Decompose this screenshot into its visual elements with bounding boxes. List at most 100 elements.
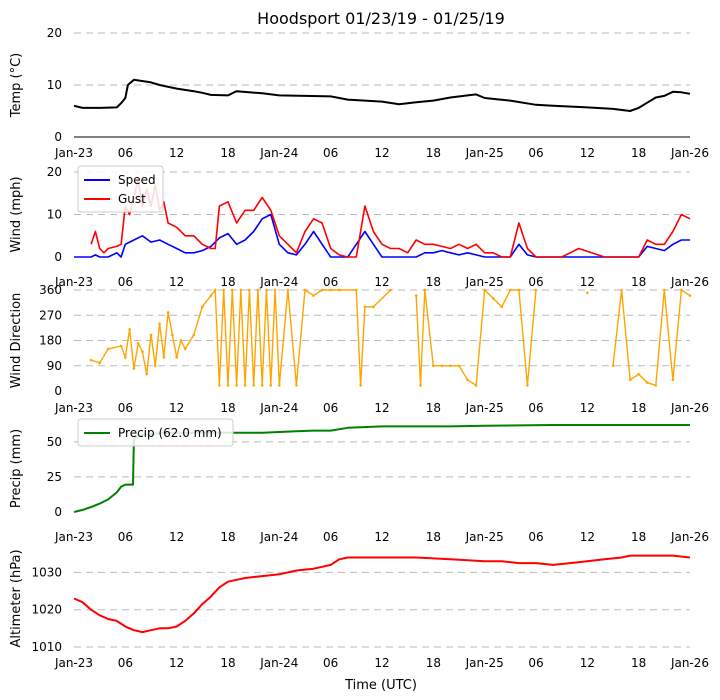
data-point <box>260 384 264 387</box>
x-tick-label: 12 <box>374 146 389 160</box>
data-point <box>153 364 157 368</box>
data-point <box>256 288 260 292</box>
data-point <box>218 384 221 387</box>
data-point <box>213 288 217 292</box>
x-tick-label: 06 <box>323 530 338 544</box>
series-line-wind-0 <box>74 213 690 258</box>
data-point <box>355 288 358 292</box>
data-point <box>628 378 632 382</box>
data-point <box>517 288 521 292</box>
x-tick-label: Jan-26 <box>670 146 709 160</box>
data-point <box>209 294 213 297</box>
data-point <box>611 364 615 368</box>
x-tick-label: 06 <box>118 656 133 670</box>
x-tick-label: 06 <box>323 275 338 289</box>
data-point <box>372 305 375 309</box>
x-tick-label: 06 <box>528 275 543 289</box>
x-tick-label: 06 <box>528 401 543 415</box>
x-tick-label: Jan-23 <box>54 401 93 415</box>
data-point <box>265 288 268 292</box>
data-point <box>286 288 290 292</box>
data-point <box>145 372 149 376</box>
x-tick-label: 18 <box>426 146 441 160</box>
data-point <box>192 333 196 337</box>
y-tick-label: 0 <box>54 130 62 144</box>
data-point <box>457 364 461 368</box>
data-point <box>526 384 529 387</box>
x-tick-label: 12 <box>580 275 595 289</box>
x-tick-label: 12 <box>374 275 389 289</box>
legend-entry: Precip (62.0 mm) <box>118 426 222 440</box>
data-point <box>337 288 341 292</box>
x-tick-label: 18 <box>426 401 441 415</box>
data-point <box>359 384 362 387</box>
x-tick-label: 06 <box>528 656 543 670</box>
data-point <box>98 361 101 365</box>
data-point <box>295 384 298 387</box>
x-tick-label: 18 <box>631 530 646 544</box>
series-line-dir <box>90 288 691 387</box>
legend-box <box>77 165 164 213</box>
x-tick-label: 18 <box>220 401 235 415</box>
data-point <box>688 294 692 297</box>
data-point <box>509 288 512 292</box>
x-tick-label: 06 <box>323 656 338 670</box>
data-point <box>106 347 110 351</box>
data-point <box>132 367 136 370</box>
data-point <box>637 372 640 376</box>
data-point <box>239 288 243 292</box>
data-point <box>312 294 315 297</box>
data-point <box>136 342 140 345</box>
data-point <box>414 294 418 297</box>
data-point <box>419 384 422 387</box>
data-point <box>363 305 367 309</box>
data-point <box>128 327 131 331</box>
x-tick-label: Jan-23 <box>54 530 93 544</box>
x-tick-label: 12 <box>169 146 184 160</box>
legend-box <box>77 418 234 447</box>
x-tick-label: Jan-25 <box>465 656 504 670</box>
x-tick-label: 06 <box>118 401 133 415</box>
x-tick-label: 12 <box>580 530 595 544</box>
x-tick-label: Jan-26 <box>670 530 709 544</box>
data-point <box>175 356 178 359</box>
data-point <box>162 356 166 359</box>
data-point <box>586 291 589 295</box>
x-tick-label: 18 <box>426 530 441 544</box>
x-tick-label: 12 <box>169 275 184 289</box>
x-tick-label: 12 <box>374 656 389 670</box>
data-point <box>423 288 427 292</box>
y-tick-label: 1030 <box>31 565 62 579</box>
data-point <box>179 339 183 342</box>
y-tick-label: 50 <box>47 435 62 449</box>
panel-wind: 0 10 20 Wind (mph) Jan-23 06 12 18 Jan-24 06 12 18 J… <box>9 165 709 289</box>
y-tick-label: 0 <box>54 505 62 519</box>
x-axis-label: Time (UTC) <box>344 678 417 693</box>
y-tick-label: 1010 <box>31 640 62 654</box>
series-line-wind-1 <box>90 179 691 258</box>
x-tick-label: 18 <box>220 530 235 544</box>
data-point <box>149 333 153 337</box>
y-tick-label: 20 <box>47 26 62 40</box>
data-point <box>654 384 658 387</box>
legend-entry: Speed <box>118 173 156 187</box>
y-axis-label: Wind Direction <box>9 293 24 389</box>
data-point <box>230 288 234 292</box>
x-tick-label: 06 <box>118 146 133 160</box>
data-point <box>329 288 332 292</box>
x-tick-label: Jan-23 <box>54 275 93 289</box>
x-tick-label: Jan-26 <box>670 275 709 289</box>
x-tick-label: 12 <box>580 401 595 415</box>
x-tick-label: Jan-23 <box>54 656 93 670</box>
data-point <box>89 358 93 362</box>
data-point <box>620 288 623 292</box>
data-point <box>235 384 238 387</box>
y-axis-label: Altimeter (hPa) <box>9 549 24 647</box>
y-tick-label: 20 <box>47 165 62 179</box>
x-tick-label: 12 <box>169 401 184 415</box>
data-point <box>278 384 281 387</box>
data-point <box>680 288 683 292</box>
x-tick-label: Jan-25 <box>465 401 504 415</box>
